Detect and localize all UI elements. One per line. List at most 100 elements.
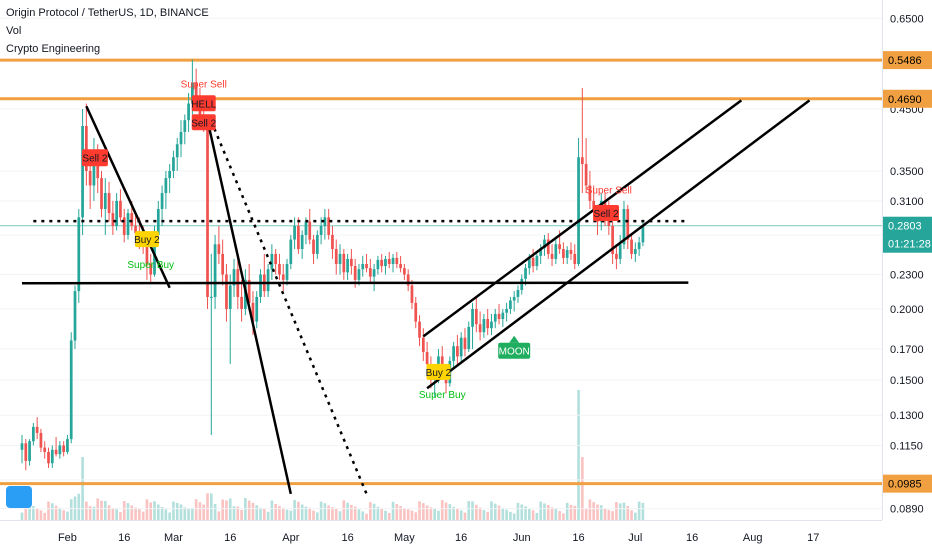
volume-bar <box>440 500 444 520</box>
volume-bar <box>130 505 134 520</box>
tradingview-logo[interactable] <box>6 486 32 508</box>
volume-bar <box>168 512 171 520</box>
volume-bar <box>285 509 289 520</box>
candle-body <box>331 234 334 250</box>
time-tick-label: Jun <box>513 532 531 544</box>
volume-bar <box>240 510 243 520</box>
volume-bar <box>122 501 126 520</box>
volume-bar <box>217 511 221 520</box>
candle-body <box>43 447 47 452</box>
symbol-title[interactable]: Origin Protocol / TetherUS, 1D, BINANCE <box>6 7 209 19</box>
candle-body <box>414 302 418 322</box>
volume-bar <box>300 504 304 520</box>
hell-signal-text: HELL <box>191 99 216 110</box>
volume-bar <box>338 511 342 520</box>
candle-body <box>380 259 384 267</box>
volume-bar <box>304 506 308 520</box>
candle-body <box>50 449 54 464</box>
candle-body <box>342 253 346 273</box>
candle-body <box>92 150 96 186</box>
indicator-label[interactable]: Crypto Engineering <box>6 43 101 55</box>
candle-body <box>459 337 463 357</box>
volume-bar <box>501 507 505 520</box>
volume-bar <box>138 509 141 520</box>
volume-bar <box>429 507 433 520</box>
candle-body <box>47 451 50 464</box>
current-price-text: 0.2803 <box>888 221 922 233</box>
candle-body <box>225 274 228 309</box>
candle-body <box>259 274 262 297</box>
volume-bar <box>312 510 315 520</box>
volume-bar <box>103 501 107 520</box>
volume-bar <box>634 512 637 520</box>
volume-bar <box>327 505 330 520</box>
candle-body <box>580 157 584 165</box>
volume-bar <box>236 506 240 520</box>
candle-body <box>543 239 546 249</box>
candle-body <box>524 268 527 279</box>
volume-bar <box>232 506 236 520</box>
volume-bar <box>599 505 603 520</box>
candle-body <box>300 234 304 250</box>
volume-bar <box>505 509 508 520</box>
volume-bar <box>206 493 209 520</box>
candle-body <box>410 285 414 303</box>
candle-body <box>149 264 153 275</box>
time-tick-label: 16 <box>224 532 236 544</box>
price-tick-label: 0.0890 <box>890 504 924 516</box>
vol-label[interactable]: Vol <box>6 25 22 37</box>
volume-bar <box>569 504 573 520</box>
volume-bar <box>156 504 160 520</box>
volume-bar <box>35 508 39 520</box>
volume-bar <box>486 511 490 520</box>
candle-body <box>312 239 315 254</box>
volume-bar <box>54 505 58 520</box>
candle-body <box>615 253 618 259</box>
volume-bar <box>119 512 122 520</box>
candle-body <box>77 217 81 292</box>
volume-bar <box>437 510 440 520</box>
volume-bar <box>368 502 372 520</box>
time-tick-label: Apr <box>282 532 299 544</box>
price-tick-label: 0.1300 <box>890 410 924 422</box>
volume-bar <box>528 508 531 520</box>
candle-body <box>554 244 558 259</box>
super-sell-jun-text: Super Sell <box>586 185 632 196</box>
volume-bar <box>198 502 202 520</box>
volume-bar <box>281 507 285 520</box>
volume-bar <box>297 501 300 520</box>
volume-bar <box>543 503 546 520</box>
level-badge-2-text: 0.4690 <box>888 94 922 106</box>
candle-body <box>497 313 501 320</box>
candle-body <box>81 125 84 218</box>
volume-bar <box>618 503 622 520</box>
volume-bar <box>50 503 54 520</box>
candle-body <box>217 244 221 254</box>
candle-body <box>31 426 35 442</box>
volume-bar <box>77 493 81 520</box>
candle-body <box>365 264 368 269</box>
trend-drawings <box>21 99 811 495</box>
candle-body <box>626 208 630 240</box>
candle-body <box>403 268 406 275</box>
candle-body <box>512 296 516 301</box>
volume-bar <box>406 509 410 520</box>
candle-body <box>319 225 323 235</box>
volume-bar <box>444 502 448 520</box>
candle-body <box>58 445 62 455</box>
volume-bar <box>58 507 62 520</box>
candle-body <box>611 225 614 254</box>
volume-bar <box>331 507 334 520</box>
volume-bar <box>365 513 368 520</box>
volume-bar <box>251 502 255 520</box>
volume-bar <box>111 507 115 520</box>
time-tick-label: 16 <box>455 532 467 544</box>
candle-body <box>531 257 535 267</box>
candle-body <box>134 225 137 234</box>
candle-body <box>160 193 164 209</box>
time-tick-label: Feb <box>58 532 77 544</box>
candle-body <box>516 289 520 297</box>
volume-bar <box>478 507 482 520</box>
volume-bar <box>482 510 486 520</box>
